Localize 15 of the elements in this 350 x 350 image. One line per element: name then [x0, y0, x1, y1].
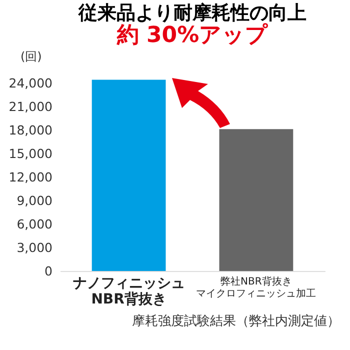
y-tick-label: 18,000 [8, 122, 53, 138]
x-tick-label: ナノフィニッシュNBR背抜き [72, 276, 185, 308]
y-tick-label: 6,000 [16, 216, 53, 232]
text: 摩耗強度試験結果（弊社内測定値） [131, 313, 341, 330]
y-tick-label: 12,000 [8, 169, 53, 184]
y-axis-title: (回) [20, 50, 42, 64]
chart-title: 従来品より耐摩耗性の向上 [78, 2, 306, 24]
x-tick-label: 弊社NBR背抜きマイクロフィニッシュ加工 [196, 276, 316, 300]
y-tick-label: 21,000 [8, 98, 53, 114]
y-tick-label: 24,000 [8, 75, 53, 90]
y-tick-label: 0 [44, 264, 53, 278]
y-tick-label: 15,000 [8, 146, 53, 161]
y-tick-label: 9,000 [16, 192, 53, 208]
y-tick-label: 3,000 [16, 240, 53, 255]
chart-subtitle: 約 30%アップ [116, 23, 268, 48]
